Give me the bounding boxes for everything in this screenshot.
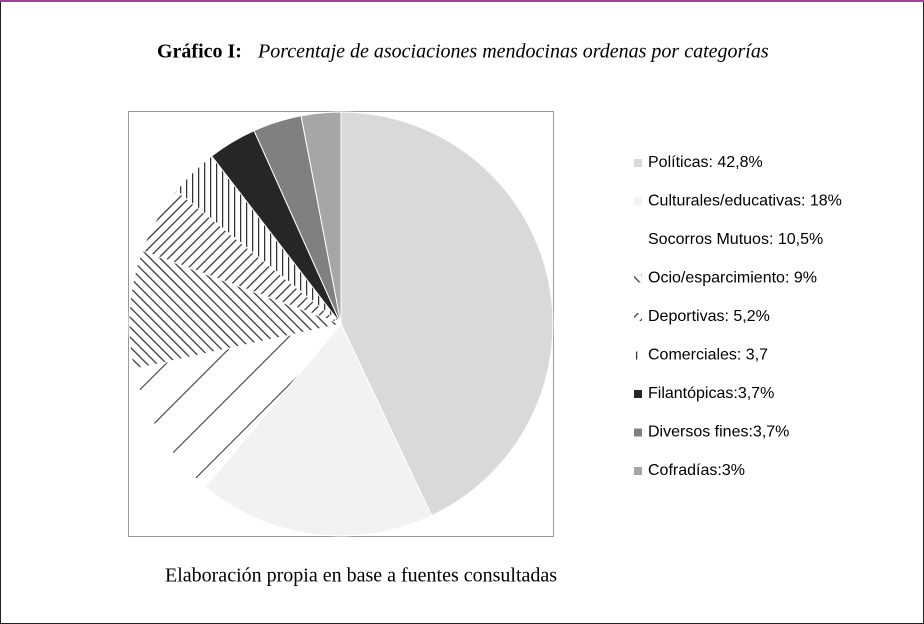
- legend-swatch: [634, 313, 642, 321]
- pie-slice: [300, 111, 342, 325]
- pie-slice: [204, 323, 433, 537]
- legend-label: Ocio/esparcimiento: 9%: [648, 270, 817, 287]
- chart-title: Porcentaje de asociaciones mendocinas or…: [257, 41, 769, 63]
- legend-label: Deportivas: 5,2%: [648, 308, 770, 325]
- pie-slice: [128, 250, 343, 370]
- pie-slice: [340, 111, 554, 517]
- legend-label: Socorros Mutuos: 10,5%: [648, 231, 823, 248]
- legend-label: Culturales/educativas: 18%: [648, 193, 842, 210]
- legend-swatch: [634, 351, 642, 360]
- legend-swatch: [634, 428, 642, 437]
- caption: Elaboración propia en base a fuentes con…: [165, 565, 557, 587]
- legend-swatch: [634, 274, 642, 283]
- pie-slice: [133, 323, 343, 488]
- legend-swatch: [634, 197, 642, 206]
- legend-swatch: [634, 236, 642, 244]
- legend-swatch: [634, 159, 642, 167]
- title-label: Gráfico I:: [157, 41, 242, 63]
- legend-label: Filantópicas:3,7%: [648, 385, 774, 402]
- legend-swatch: [634, 467, 642, 475]
- legend-swatch: [634, 390, 642, 398]
- legend-label: Comerciales: 3,7: [648, 347, 768, 364]
- legend-label: Diversos fines:3,7%: [648, 424, 789, 441]
- legend-label: Cofradías:3%: [648, 462, 745, 479]
- legend-label: Políticas: 42,8%: [648, 154, 763, 171]
